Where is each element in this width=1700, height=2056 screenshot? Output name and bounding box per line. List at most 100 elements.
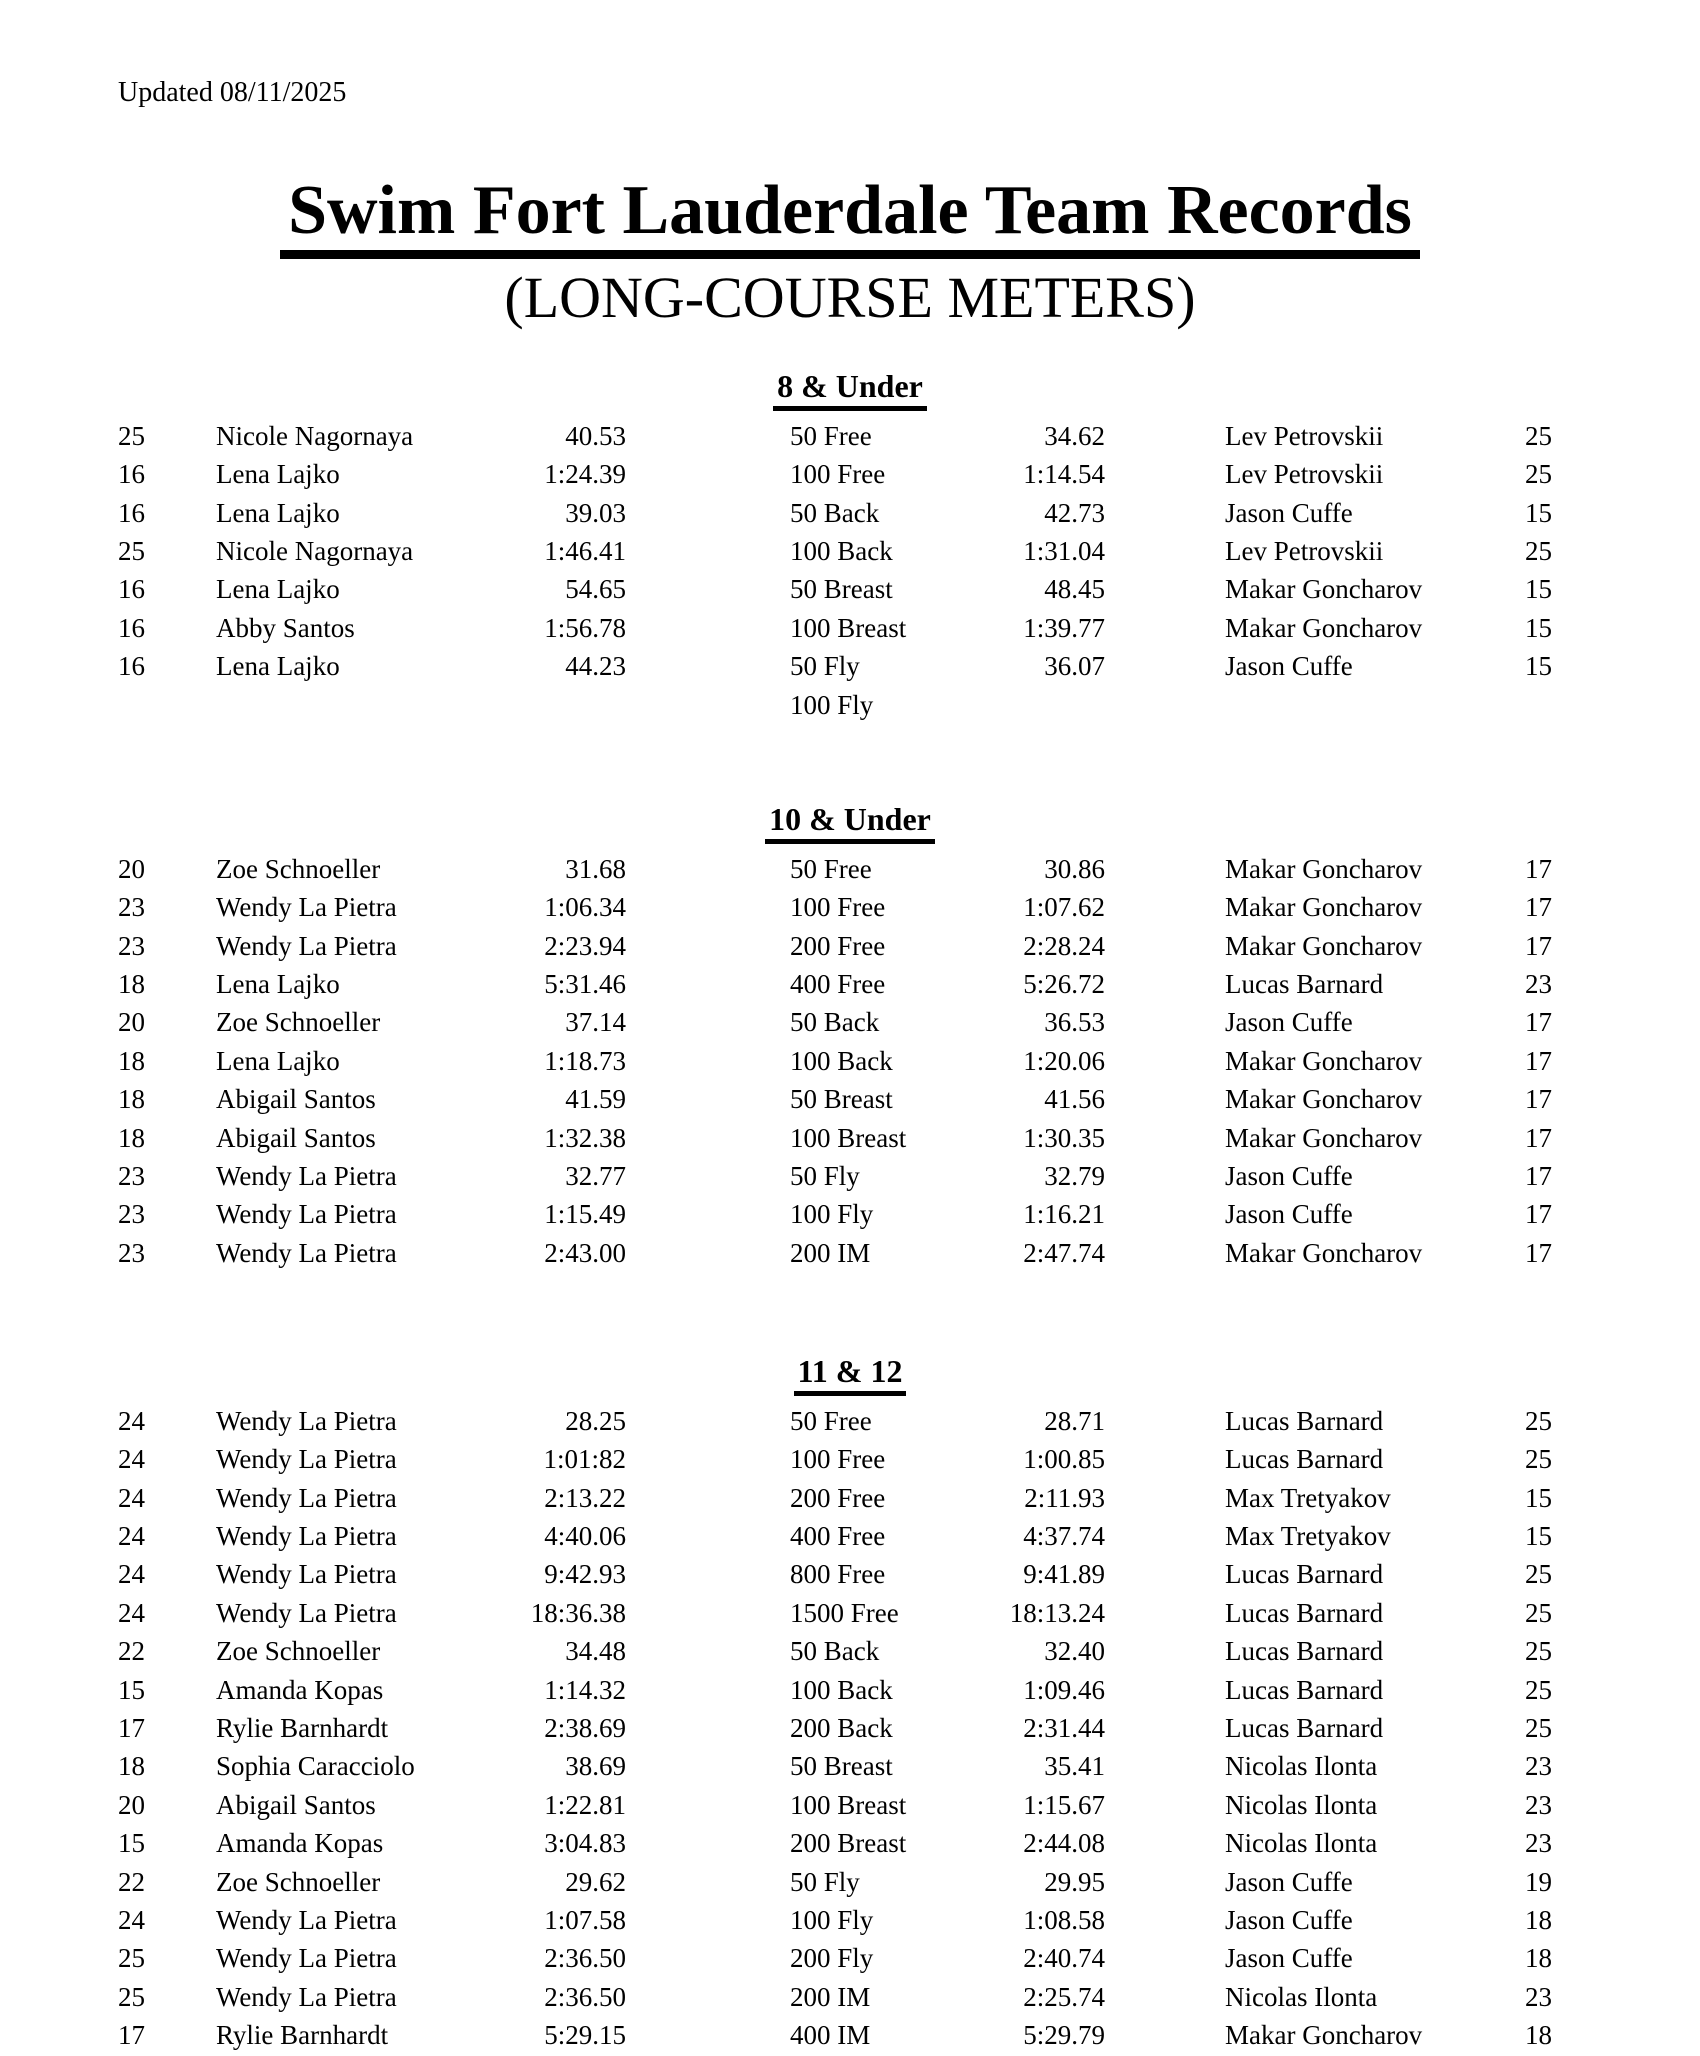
girl-record-year-cell: 18 (118, 968, 145, 999)
girl-record-year-cell: 18 (118, 1751, 145, 1782)
boy-record-year-cell: 17 (1525, 1160, 1552, 1191)
boy-record-year-cell: 18 (1525, 1904, 1552, 1935)
record-row: 22 Zoe Schnoeller 34.48 50 Back 32.40 Lucas B… (118, 1632, 1582, 1670)
record-row: 16 Lena Lajko 44.23 50 Fly 36.07 Jason Cuffe 1… (118, 647, 1582, 685)
girl-name-cell: Wendy La Pietra (216, 892, 397, 923)
record-row: 25 Nicole Nagornaya 1:46.41 100 Back 1:31.04… (118, 532, 1582, 570)
boy-record-year-cell: 15 (1525, 574, 1552, 605)
boy-record-year-cell: 17 (1525, 1045, 1552, 1076)
age-group-heading-wrap: 10 & Under (118, 801, 1582, 844)
event-cell: 200 Fly (790, 1943, 874, 1974)
girl-name-cell: Wendy La Pietra (216, 1943, 397, 1974)
age-group-section: 10 & Under 20 Zoe Schnoeller 31.68 50 Free 30… (118, 801, 1582, 1272)
boy-name-cell: Makar Goncharov (1225, 892, 1423, 923)
boy-record-year-cell: 25 (1525, 536, 1552, 566)
girl-name-cell: Abigail Santos (216, 1084, 376, 1115)
event-cell: 800 Free (790, 1559, 886, 1590)
boy-name-cell (1105, 686, 1525, 724)
age-group-heading: 8 & Under (773, 368, 927, 411)
girl-name-cell: Abigail Santos (216, 1789, 376, 1820)
boy-name-cell: Lucas Barnard (1225, 1444, 1384, 1475)
girl-record-year-cell: 25 (118, 536, 145, 566)
girl-record-year-cell: 17 (118, 2020, 145, 2051)
records-rows: 25 Nicole Nagornaya 40.53 50 Free 34.62 Lev P… (118, 417, 1582, 724)
boy-record-year-cell: 15 (1525, 1521, 1552, 1552)
girl-time-cell: 41.59 (565, 1084, 626, 1115)
girl-time-cell: 1:22.81 (544, 1789, 626, 1820)
updated-date-label: Updated 08/11/2025 (118, 77, 347, 108)
girl-record-year-cell: 25 (118, 1981, 145, 2012)
event-cell: 200 IM (790, 1237, 871, 1268)
event-cell: 100 Free (790, 1444, 886, 1475)
girl-time-cell: 38.69 (565, 1751, 626, 1782)
boy-name-cell: Makar Goncharov (1225, 853, 1423, 884)
boy-time-cell: 2:25.74 (1023, 1981, 1105, 2012)
event-cell: 50 Breast (790, 574, 893, 605)
event-cell: 50 Fly (790, 651, 860, 682)
record-row: 24 Wendy La Pietra 9:42.93 800 Free 9:41.89 L… (118, 1555, 1582, 1593)
boy-name-cell: Makar Goncharov (1225, 2020, 1423, 2051)
boy-time-cell: 32.40 (1044, 1636, 1105, 1667)
girl-record-year-cell: 15 (118, 1674, 145, 1705)
boy-name-cell: Max Tretyakov (1225, 1521, 1391, 1552)
event-cell: 100 Back (790, 1674, 893, 1705)
girl-name-cell: Lena Lajko (216, 968, 340, 999)
girl-time-cell: 1:14.32 (544, 1674, 626, 1705)
girl-time-cell: 1:15.49 (544, 1199, 626, 1230)
record-row: 23 Wendy La Pietra 2:43.00 200 IM 2:47.74 Mak… (118, 1234, 1582, 1272)
boy-time-cell: 1:15.67 (1023, 1789, 1105, 1820)
boy-time-cell: 1:08.58 (1023, 1904, 1105, 1935)
girl-time-cell: 2:13.22 (544, 1482, 626, 1513)
boy-record-year-cell: 17 (1525, 1237, 1552, 1268)
boy-record-year-cell: 23 (1525, 1789, 1552, 1820)
girl-record-year-cell: 22 (118, 1866, 145, 1897)
girl-record-year-cell: 24 (118, 1482, 145, 1513)
boy-time-cell: 18:13.24 (1009, 1597, 1105, 1628)
boy-record-year-cell: 25 (1525, 1674, 1552, 1705)
boy-record-year-cell: 17 (1525, 1122, 1552, 1153)
boy-time-cell: 2:11.93 (1024, 1482, 1105, 1513)
event-cell: 50 Back (790, 497, 880, 528)
girl-time-cell: 39.03 (565, 497, 626, 528)
event-cell: 50 Free (790, 853, 872, 884)
girl-name-cell: Zoe Schnoeller (216, 853, 381, 884)
boy-name-cell: Jason Cuffe (1225, 1904, 1353, 1935)
girl-name-cell: Wendy La Pietra (216, 1444, 397, 1475)
girl-time-cell: 32.77 (565, 1160, 626, 1191)
boy-record-year-cell (1525, 686, 1582, 724)
boy-name-cell: Jason Cuffe (1225, 1866, 1353, 1897)
event-cell: 200 IM (790, 1981, 871, 2012)
girl-time-cell: 3:04.83 (544, 1828, 626, 1859)
girl-record-year-cell: 25 (118, 1943, 145, 1974)
girl-name-cell: Lena Lajko (216, 497, 340, 528)
girl-name-cell: Sophia Caracciolo (216, 1751, 415, 1782)
girl-time-cell: 1:18.73 (544, 1045, 626, 1076)
boy-time-cell: 1:09.46 (1023, 1674, 1105, 1705)
event-cell: 100 Fly (790, 1199, 874, 1230)
girl-record-year-cell: 23 (118, 892, 145, 923)
event-cell: 50 Fly (790, 1160, 860, 1191)
girl-record-year-cell: 24 (118, 1444, 145, 1475)
boy-time-cell: 35.41 (1044, 1751, 1105, 1782)
boy-time-cell: 28.71 (1044, 1405, 1105, 1436)
girl-record-year-cell: 18 (118, 1045, 145, 1076)
girl-time-cell (466, 686, 626, 724)
boy-record-year-cell: 18 (1525, 1943, 1552, 1974)
boy-record-year-cell: 23 (1525, 968, 1552, 999)
event-cell: 50 Breast (790, 1751, 893, 1782)
age-group-heading: 11 & 12 (793, 1353, 907, 1396)
event-cell: 50 Breast (790, 1084, 893, 1115)
event-cell: 100 Breast (790, 1789, 907, 1820)
boy-record-year-cell: 17 (1525, 892, 1552, 923)
boy-record-year-cell: 15 (1525, 497, 1552, 528)
boy-name-cell: Lucas Barnard (1225, 1713, 1384, 1744)
girl-record-year-cell: 16 (118, 459, 145, 490)
event-cell: 100 Breast (790, 1122, 907, 1153)
document-header: Swim Fort Lauderdale Team Records (LONG-… (0, 0, 1700, 327)
boy-name-cell: Lucas Barnard (1225, 968, 1384, 999)
boy-name-cell: Max Tretyakov (1225, 1482, 1391, 1513)
record-row: 16 Abby Santos 1:56.78 100 Breast 1:39.77 Mak… (118, 609, 1582, 647)
boy-time-cell: 1:31.04 (1023, 536, 1105, 566)
girl-time-cell: 1:32.38 (544, 1122, 626, 1153)
boy-time-cell: 36.07 (1044, 651, 1105, 682)
